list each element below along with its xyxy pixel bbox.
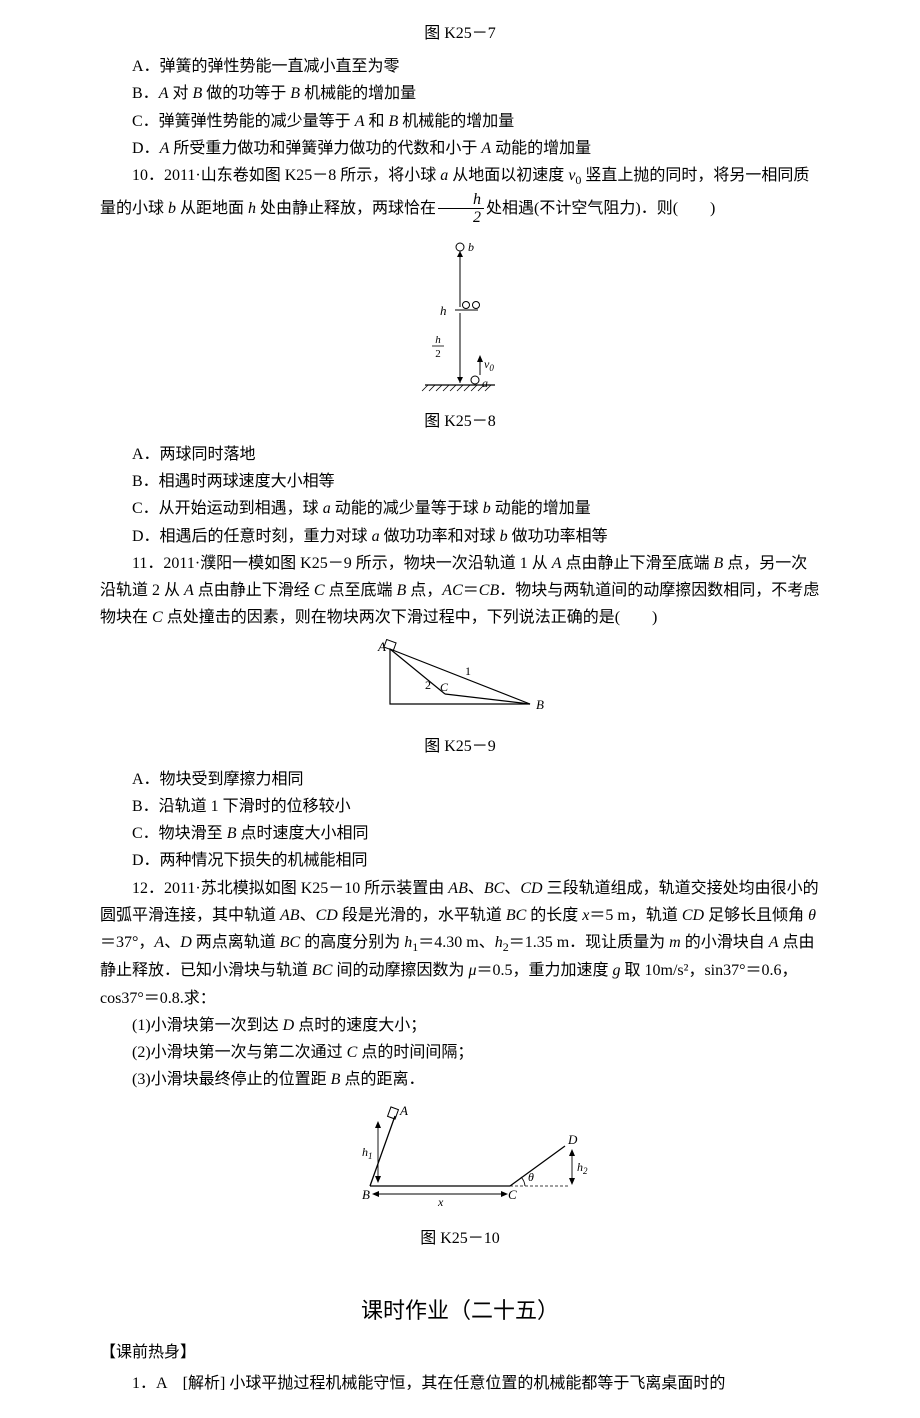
q12-stem: 12．2011·苏北模拟如图 K25－10 所示装置由 AB、BC、CD 三段轨… — [100, 875, 820, 1012]
svg-text:B: B — [362, 1187, 370, 1202]
q10-option-d: D．相遇后的任意时刻，重力对球 a 做功功率和对球 b 做功功率相等 — [100, 523, 820, 550]
fig-k25-10: A h1 B C x D h2 θ — [100, 1101, 820, 1220]
q12-part1: (1)小滑块第一次到达 D 点时的速度大小； — [100, 1012, 820, 1039]
fig-k25-8-label: 图 K25－8 — [100, 408, 820, 435]
q11-option-b: B．沿轨道 1 下滑时的位移较小 — [100, 793, 820, 820]
q9-option-b: B．A 对 B 做的功等于 B 机械能的增加量 — [100, 80, 820, 107]
svg-text:B: B — [536, 697, 544, 712]
q10-option-a: A．两球同时落地 — [100, 441, 820, 468]
svg-text:v0: v0 — [484, 357, 494, 373]
svg-text:a: a — [482, 376, 488, 390]
q11-option-c: C．物块滑至 B 点时速度大小相同 — [100, 820, 820, 847]
answer-1: 1．A [解析] 小球平抛过程机械能守恒，其在任意位置的机械能都等于飞离桌面时的 — [100, 1370, 820, 1397]
svg-text:b: b — [468, 240, 474, 254]
svg-text:C: C — [440, 680, 449, 694]
svg-text:θ: θ — [528, 1170, 534, 1184]
svg-text:2: 2 — [435, 348, 441, 360]
q12-part2: (2)小滑块第一次与第二次通过 C 点的时间间隔； — [100, 1039, 820, 1066]
q12-part3: (3)小滑块最终停止的位置距 B 点的距离． — [100, 1066, 820, 1093]
q11-stem: 11．2011·濮阳一模如图 K25－9 所示，物块一次沿轨道 1 从 A 点由… — [100, 550, 820, 632]
fig-k25-8: a v0 b h h 2 — [100, 235, 820, 404]
fig-k25-9-label: 图 K25－9 — [100, 733, 820, 760]
q10-option-c: C．从开始运动到相遇，球 a 动能的减少量等于球 b 动能的增加量 — [100, 495, 820, 522]
q10-stem: 10．2011·山东卷如图 K25－8 所示，将小球 a 从地面以初速度 v0 … — [100, 162, 820, 227]
q9-option-d: D．A 所受重力做功和弹簧弹力做功的代数和小于 A 动能的增加量 — [100, 135, 820, 162]
q11-option-a: A．物块受到摩擦力相同 — [100, 766, 820, 793]
svg-text:x: x — [437, 1195, 444, 1209]
svg-text:C: C — [508, 1187, 517, 1202]
fig-k25-9: A B C 1 2 — [100, 639, 820, 728]
q11-option-d: D．两种情况下损失的机械能相同 — [100, 847, 820, 874]
svg-text:h2: h2 — [577, 1160, 588, 1176]
answers-title: 课时作业（二十五） — [100, 1292, 820, 1329]
answers-subtitle: 【课前热身】 — [100, 1339, 820, 1366]
svg-text:D: D — [567, 1132, 578, 1147]
svg-text:h1: h1 — [362, 1145, 373, 1161]
svg-text:h: h — [435, 334, 441, 346]
fig-k25-7-label: 图 K25－7 — [100, 20, 820, 47]
svg-text:2: 2 — [425, 678, 431, 692]
fig-k25-10-label: 图 K25－10 — [100, 1225, 820, 1252]
q9-option-c: C．弹簧弹性势能的减少量等于 A 和 B 机械能的增加量 — [100, 108, 820, 135]
svg-text:1: 1 — [465, 664, 471, 678]
svg-text:A: A — [399, 1103, 408, 1118]
svg-text:h: h — [440, 303, 447, 318]
q9-option-a: A．弹簧的弹性势能一直减小直至为零 — [100, 53, 820, 80]
svg-text:A: A — [377, 639, 386, 654]
q10-option-b: B．相遇时两球速度大小相等 — [100, 468, 820, 495]
